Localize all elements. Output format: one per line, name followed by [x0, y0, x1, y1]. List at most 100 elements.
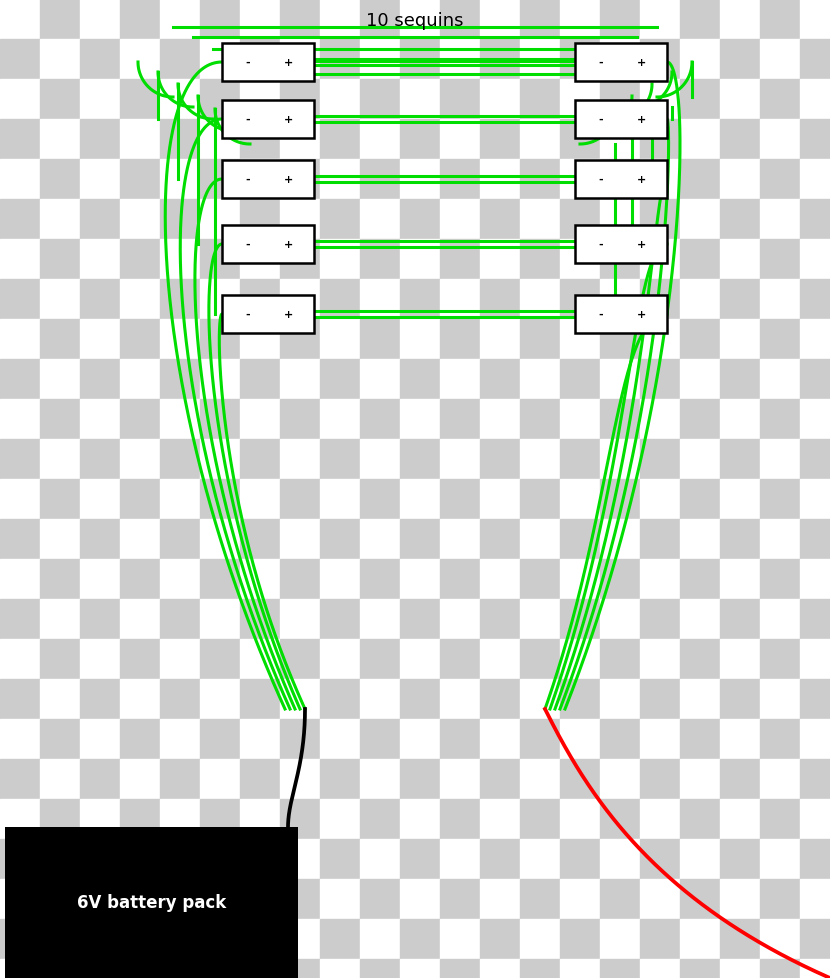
Bar: [800, 559, 830, 600]
Bar: [0, 320, 40, 360]
Bar: [800, 80, 830, 120]
Bar: [640, 40, 680, 80]
Bar: [600, 559, 640, 600]
Bar: [200, 559, 240, 600]
Bar: [5, 827, 298, 978]
Bar: [520, 200, 560, 240]
Text: -: -: [598, 240, 603, 249]
Bar: [560, 200, 600, 240]
Bar: [240, 200, 280, 240]
Bar: [360, 200, 400, 240]
Bar: [560, 360, 600, 400]
Bar: [760, 159, 800, 200]
Bar: [800, 600, 830, 640]
Bar: [640, 0, 680, 40]
Bar: [200, 519, 240, 559]
Bar: [520, 959, 560, 978]
Bar: [560, 959, 600, 978]
Bar: [120, 159, 160, 200]
Bar: [480, 759, 520, 799]
Bar: [575, 101, 667, 139]
Bar: [480, 40, 520, 80]
Bar: [560, 0, 600, 40]
Bar: [480, 159, 520, 200]
Bar: [80, 320, 120, 360]
Bar: [760, 439, 800, 479]
Bar: [40, 80, 80, 120]
Bar: [520, 519, 560, 559]
Bar: [640, 759, 680, 799]
Bar: [320, 400, 360, 439]
Bar: [640, 80, 680, 120]
Bar: [480, 799, 520, 839]
Bar: [360, 0, 400, 40]
Bar: [600, 839, 640, 879]
Bar: [0, 600, 40, 640]
Bar: [480, 80, 520, 120]
Bar: [120, 600, 160, 640]
Bar: [200, 959, 240, 978]
Bar: [760, 120, 800, 159]
Bar: [320, 320, 360, 360]
Bar: [600, 360, 640, 400]
Bar: [120, 479, 160, 519]
Bar: [440, 600, 480, 640]
Bar: [760, 360, 800, 400]
Bar: [80, 40, 120, 80]
Bar: [360, 799, 400, 839]
Bar: [120, 919, 160, 959]
Bar: [160, 799, 200, 839]
Bar: [480, 600, 520, 640]
Bar: [640, 479, 680, 519]
Bar: [480, 479, 520, 519]
Bar: [720, 280, 760, 320]
Bar: [80, 839, 120, 879]
Bar: [280, 120, 320, 159]
Bar: [600, 240, 640, 280]
Bar: [0, 439, 40, 479]
Bar: [400, 719, 440, 759]
Bar: [600, 80, 640, 120]
Bar: [160, 80, 200, 120]
Bar: [680, 280, 720, 320]
Bar: [160, 360, 200, 400]
Bar: [240, 680, 280, 719]
Text: -: -: [246, 58, 250, 67]
Bar: [760, 680, 800, 719]
Bar: [720, 959, 760, 978]
Bar: [160, 959, 200, 978]
Bar: [680, 200, 720, 240]
Bar: [160, 240, 200, 280]
Bar: [520, 0, 560, 40]
Bar: [600, 879, 640, 919]
Bar: [720, 479, 760, 519]
Bar: [640, 360, 680, 400]
Bar: [360, 280, 400, 320]
Bar: [520, 799, 560, 839]
Bar: [400, 759, 440, 799]
Bar: [280, 640, 320, 680]
Bar: [760, 320, 800, 360]
Bar: [120, 759, 160, 799]
Bar: [320, 240, 360, 280]
Bar: [440, 280, 480, 320]
Bar: [200, 360, 240, 400]
Bar: [200, 919, 240, 959]
Bar: [360, 919, 400, 959]
Bar: [560, 40, 600, 80]
Bar: [800, 479, 830, 519]
Bar: [160, 719, 200, 759]
Bar: [800, 680, 830, 719]
Bar: [160, 400, 200, 439]
Bar: [240, 240, 280, 280]
Bar: [640, 159, 680, 200]
Bar: [0, 120, 40, 159]
Text: -: -: [598, 310, 603, 320]
Bar: [400, 879, 440, 919]
Bar: [320, 680, 360, 719]
Bar: [600, 0, 640, 40]
Bar: [560, 839, 600, 879]
Bar: [280, 719, 320, 759]
Bar: [640, 400, 680, 439]
Bar: [720, 400, 760, 439]
